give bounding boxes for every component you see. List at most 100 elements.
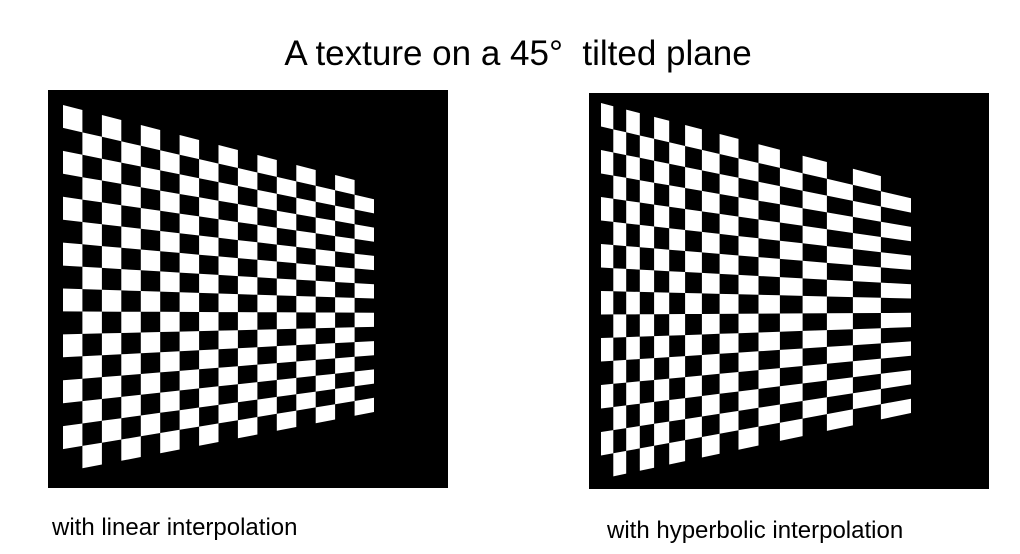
checker-tile: [880, 312, 911, 329]
checker-tile: [257, 259, 277, 279]
checker-tile: [758, 294, 780, 314]
checker-tile: [852, 358, 881, 378]
checker-tile: [626, 381, 640, 406]
checker-tile: [199, 386, 219, 408]
linear-interpolation-panel: [48, 90, 448, 488]
checker-tile: [218, 402, 238, 424]
checker-tile: [613, 175, 627, 201]
checker-tile: [613, 450, 627, 477]
checker-tile: [654, 292, 670, 315]
checker-tile: [160, 351, 180, 373]
checker-tile: [758, 219, 780, 241]
checker-tile: [63, 196, 83, 222]
checker-tile: [685, 334, 702, 357]
checker-tile: [738, 313, 759, 334]
checker-tile: [199, 423, 219, 446]
checker-tile: [140, 166, 161, 191]
checker-tile: [237, 276, 258, 295]
checker-tile: [626, 246, 640, 270]
checker-tile: [82, 132, 102, 159]
checker-tile: [719, 134, 739, 159]
checker-tile: [354, 224, 374, 242]
checker-tile: [101, 158, 122, 184]
checker-tile: [160, 390, 180, 413]
checker-tile: [669, 440, 686, 465]
checker-tile: [179, 174, 200, 198]
checker-tile: [719, 333, 739, 354]
checker-tile: [140, 332, 161, 354]
checker-tile: [257, 294, 277, 313]
checker-tile: [639, 135, 655, 161]
checker-tile: [826, 246, 853, 265]
checker-tile: [852, 168, 881, 192]
checker-tile: [826, 279, 853, 298]
checker-tile: [101, 246, 122, 270]
checker-tile: [237, 382, 258, 403]
checker-tile: [654, 248, 670, 272]
checker-tile: [880, 370, 911, 389]
checker-tile: [296, 165, 316, 186]
checker-tile: [880, 282, 911, 299]
checker-tile: [852, 297, 881, 314]
checker-tile: [719, 213, 739, 237]
checker-tile: [852, 265, 881, 283]
checker-tile: [613, 221, 627, 247]
checker-tile: [63, 333, 83, 358]
checker-tile: [852, 233, 881, 253]
checker-tile: [826, 377, 853, 398]
checker-tile: [738, 236, 759, 258]
checker-tile: [779, 383, 803, 405]
checker-tile: [654, 335, 670, 359]
checker-tile: [257, 363, 277, 383]
checker-tile: [315, 404, 336, 424]
checker-tile: [140, 372, 161, 395]
hyperbolic-checkerboard-image: [601, 103, 911, 477]
checker-tile: [82, 222, 102, 247]
checker-tile: [779, 313, 803, 332]
checker-tile: [179, 331, 200, 352]
checker-tile: [654, 378, 670, 402]
checker-tile: [613, 359, 627, 384]
checker-tile: [257, 189, 277, 211]
checker-tile: [685, 209, 702, 232]
checker-tile: [257, 396, 277, 417]
checker-tile: [779, 240, 803, 261]
checker-tile: [601, 103, 614, 130]
checker-tile: [179, 292, 200, 312]
checker-tile: [701, 393, 720, 417]
checker-tile: [335, 297, 355, 313]
checker-tile: [160, 429, 180, 454]
checker-tile: [140, 291, 161, 312]
checker-tile: [685, 251, 702, 273]
checker-tile: [802, 330, 827, 349]
checker-tile: [639, 314, 655, 337]
checker-tile: [701, 272, 720, 294]
checker-tile: [826, 345, 853, 364]
checker-tile: [160, 150, 180, 175]
checker-tile: [719, 293, 739, 314]
checker-tile: [701, 231, 720, 254]
checker-tile: [276, 345, 297, 364]
checker-tile: [296, 391, 316, 411]
checker-tile: [802, 397, 827, 419]
checker-tile: [639, 180, 655, 205]
checker-tile: [276, 312, 297, 330]
checker-tile: [880, 341, 911, 359]
checker-tile: [101, 375, 122, 399]
checker-tile: [626, 200, 640, 225]
checker-tile: [826, 212, 853, 233]
checker-tile: [218, 256, 238, 277]
checker-tile: [276, 176, 297, 198]
checker-tile: [82, 442, 102, 469]
checker-tile: [296, 359, 316, 378]
checker-tile: [758, 331, 780, 352]
checker-tile: [315, 217, 336, 237]
checker-tile: [880, 398, 911, 420]
checker-tile: [82, 311, 102, 334]
checker-tile: [601, 430, 614, 456]
checker-tile: [257, 329, 277, 348]
checker-tile: [719, 410, 739, 434]
checker-tile: [218, 219, 238, 241]
checker-tile: [654, 116, 670, 143]
checker-tile: [601, 244, 614, 269]
